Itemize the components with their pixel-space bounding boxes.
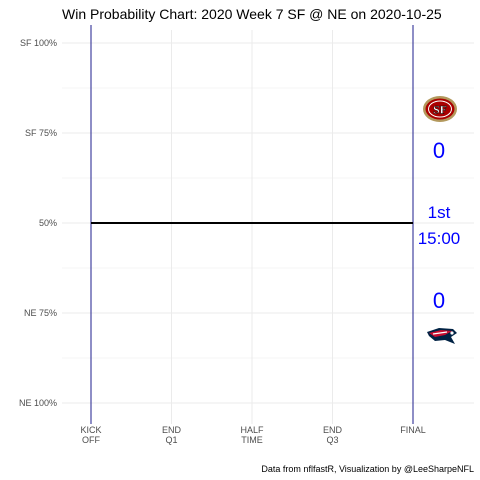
chart-title: Win Probability Chart: 2020 Week 7 SF @ … [62, 6, 442, 22]
axes: SF 100% SF 75% 50% NE 75% NE 100% KICK OFF END Q… [19, 25, 426, 445]
x-tick-label: END Q3 [323, 425, 343, 445]
chart-caption: Data from nflfastR, Visualization by @Le… [261, 464, 474, 474]
game-clock: 15:00 [418, 229, 461, 248]
score-overlay: SF 0 1st 15:00 0 [418, 96, 461, 344]
y-tick-label: 50% [39, 218, 57, 228]
grid-lines [62, 30, 474, 424]
home-score: 0 [433, 288, 445, 313]
svg-text:SF: SF [433, 103, 447, 117]
x-tick-label: END Q1 [162, 425, 182, 445]
x-tick-label: KICK OFF [80, 425, 101, 445]
y-tick-label: NE 75% [24, 308, 57, 318]
quarter-label: 1st [428, 203, 451, 222]
x-tick-label: HALF TIME [240, 425, 264, 445]
y-tick-label: NE 100% [19, 398, 57, 408]
y-tick-label: SF 100% [20, 38, 57, 48]
49ers-logo: SF [423, 96, 457, 122]
patriots-logo [427, 328, 457, 344]
x-tick-label: FINAL [400, 425, 426, 435]
y-tick-label: SF 75% [25, 128, 57, 138]
away-score: 0 [433, 138, 445, 163]
